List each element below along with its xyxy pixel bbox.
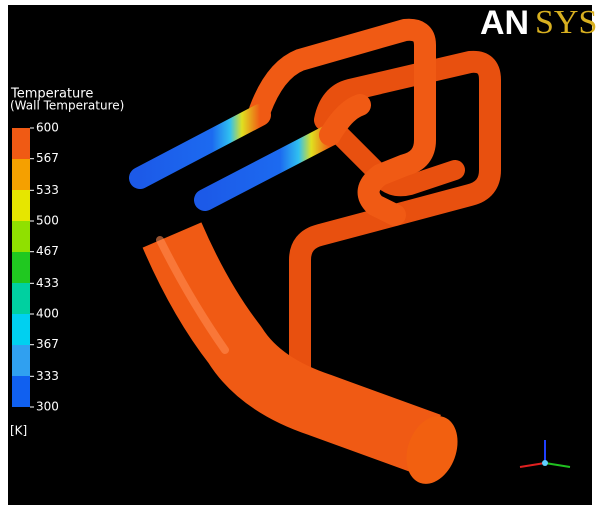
colorbar (12, 128, 30, 407)
logo-an: AN (480, 4, 529, 42)
screenshot: AN SYS Temperature (Wall Temperature) [K… (0, 0, 600, 510)
legend-tick-label: 500 (36, 214, 59, 228)
legend-tick-label: 333 (36, 369, 59, 383)
legend-tick-label: 300 (36, 400, 59, 414)
legend-tick-label: 600 (36, 121, 59, 135)
legend-subtitle: (Wall Temperature) (10, 99, 124, 113)
legend-tick-label: 467 (36, 244, 59, 258)
legend-tick-label: 400 (36, 307, 59, 321)
legend-tick-label: 567 (36, 151, 59, 165)
legend-tick-label: 533 (36, 183, 59, 197)
logo-sys: SYS (535, 4, 597, 41)
legend-unit: [K] (10, 424, 27, 438)
legend-tick-label: 433 (36, 276, 59, 290)
legend-tick-label: 367 (36, 337, 59, 351)
